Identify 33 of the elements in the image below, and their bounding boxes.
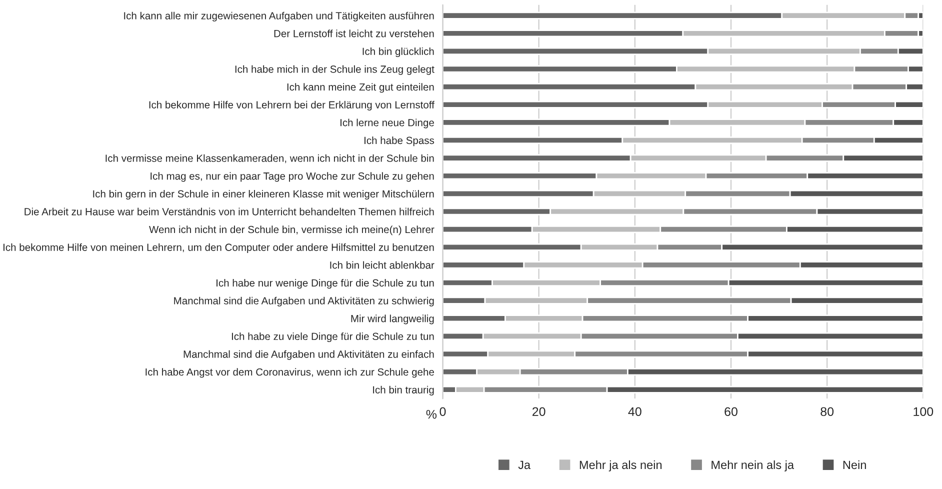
legend-label: Mehr nein als ja	[712, 460, 794, 472]
y-tick-label: Der Lernstoff ist leicht zu verstehen	[274, 30, 434, 38]
y-tick-label: Ich bin leicht ablenkbar	[330, 261, 434, 269]
y-tick-label: Ich mag es, nur ein paar Tage pro Woche zur Schule zu gehen	[150, 172, 434, 182]
y-tick-label: Ich habe nur wenige Dinge für die Schule zu tun	[216, 279, 434, 289]
x-tick-label: 0	[440, 407, 446, 416]
legend-label: Ja	[518, 460, 531, 470]
y-tick-label: Ich habe mich in der Schule ins Zeug gelegt	[235, 65, 434, 75]
y-tick-label: Ich lerne neue Dinge	[340, 118, 434, 128]
x-tick-label: 60	[724, 407, 738, 416]
y-tick-label: Wenn ich nicht in der Schule bin, vermisse ich meine(n) Lehrer	[149, 226, 434, 236]
x-tick-label: 80	[820, 407, 834, 416]
y-tick-label: Ich vermisse meine Klassenkameraden, wenn ich nicht in der Schule bin	[106, 154, 434, 164]
legend-label: Mehr ja als nein	[580, 460, 662, 472]
y-tick-label: Ich habe Angst vor dem Coronavirus, wenn ich zur Schule gehe	[146, 368, 434, 378]
y-tick-label: Ich kann alle mir zugewiesenen Aufgaben und Tätigkeiten ausführen	[124, 12, 434, 22]
y-tick-label: Manchmal sind die Aufgaben und Aktivitäten zu einfach	[184, 350, 434, 360]
x-tick-label: 100	[914, 407, 934, 416]
x-axis-title: %	[426, 410, 437, 419]
y-tick-label: Ich kann meine Zeit gut einteilen	[287, 83, 434, 93]
y-tick-label: Ich bin traurig	[373, 386, 434, 396]
y-tick-label: Ich habe Spass	[364, 136, 434, 146]
y-tick-label: Ich bekomme Hilfe von meinen Lehrern, um den Computer oder andere Hilfsmittel zu benutzen	[4, 243, 434, 253]
y-tick-label: Die Arbeit zu Hause war beim Verständnis von im Unterricht behandelten Themen hilfreich	[24, 208, 434, 216]
y-tick-label: Mir wird langweilig	[351, 314, 434, 324]
y-tick-label: Ich habe zu viele Dinge für die Schule zu tun	[232, 332, 434, 342]
y-tick-label: Ich bin glücklich	[362, 47, 434, 58]
legend-label: Nein	[843, 460, 866, 470]
y-tick-label: Manchmal sind die Aufgaben und Aktivitäten zu schwierig	[174, 296, 434, 306]
x-tick-label: 20	[532, 407, 546, 416]
y-tick-label: Ich bin gern in der Schule in einer kleineren Klasse mit weniger Mitschülern	[93, 190, 434, 200]
x-tick-label: 40	[628, 407, 642, 416]
y-tick-label: Ich bekomme Hilfe von Lehrern bei der Erklärung von Lernstoff	[149, 100, 434, 110]
